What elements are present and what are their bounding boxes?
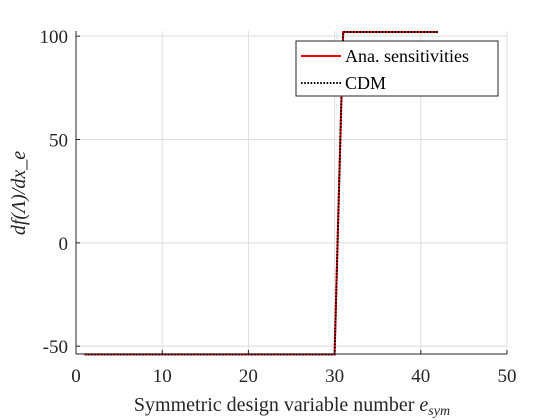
y-axis-title: df(Λ)/dx_e <box>8 151 30 235</box>
legend-label-cdm: CDM <box>345 73 386 93</box>
legend: Ana. sensitivities CDM <box>295 40 499 97</box>
x-tick-label: 50 <box>498 366 517 387</box>
x-tick-label: 10 <box>153 366 172 387</box>
x-tick-label: 40 <box>411 366 430 387</box>
y-tick-label: 0 <box>59 234 69 255</box>
legend-label-ana: Ana. sensitivities <box>345 46 469 66</box>
legend-box <box>295 40 499 97</box>
x-axis-title: Symmetric design variable number esym <box>134 394 450 419</box>
x-tick-label: 0 <box>71 366 81 387</box>
y-tick-label: 100 <box>40 27 69 48</box>
y-tick-label: -50 <box>43 337 68 358</box>
y-tick-label: 50 <box>49 130 68 151</box>
x-axis-title-text: Symmetric design variable number <box>134 394 415 416</box>
x-axis-title-math: e <box>419 394 428 416</box>
x-axis-title-subscript: sym <box>428 404 450 419</box>
x-tick-label: 30 <box>325 366 344 387</box>
x-tick-label: 20 <box>239 366 258 387</box>
